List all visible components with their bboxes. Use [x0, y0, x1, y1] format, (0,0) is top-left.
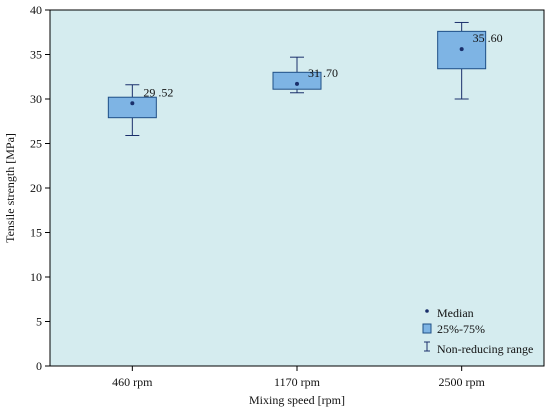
legend-item-iqr: 25%-75% [422, 322, 485, 336]
y-tick-label: 35 [30, 48, 42, 62]
x-tick-label: 1170 rpm [274, 375, 321, 389]
y-tick-label: 0 [36, 359, 42, 373]
y-tick-label: 25 [30, 137, 42, 151]
y-tick-label: 20 [30, 181, 42, 195]
iqr-box [107, 96, 157, 119]
legend-item-median: Median [425, 306, 474, 320]
legend: Median 25%-75% Non-reducing range [422, 306, 533, 356]
x-tick-label: 460 rpm [112, 375, 153, 389]
median-dot [130, 101, 135, 106]
box-group: 35 .60 [437, 21, 503, 100]
legend-range-label: Non-reducing range [437, 342, 533, 356]
y-axis-ticks: 0 5 10 15 20 25 30 35 40 [30, 3, 50, 373]
median-label: 29 .52 [143, 85, 173, 99]
legend-median-swatch [425, 309, 429, 313]
y-tick-label: 10 [30, 270, 42, 284]
legend-median-label: Median [437, 306, 474, 320]
y-axis-label: Tensile strength [MPa] [3, 133, 17, 243]
box-series: 29 .52 31 .70 35 .60 [107, 21, 503, 136]
legend-item-range: Non-reducing range [424, 341, 533, 356]
box-group: 31 .70 [272, 56, 338, 94]
median-label: 31 .70 [308, 66, 338, 80]
x-axis-label: Mixing speed [rpm] [249, 393, 345, 407]
x-axis-ticks: 460 rpm 1170 rpm 2500 rpm [112, 366, 485, 389]
median-label: 35 .60 [473, 31, 503, 45]
legend-box-swatch [422, 323, 432, 334]
y-tick-label: 40 [30, 3, 42, 17]
y-tick-label: 30 [30, 92, 42, 106]
legend-box-label: 25%-75% [437, 322, 485, 336]
iqr-box [272, 71, 322, 90]
y-tick-label: 5 [36, 315, 42, 329]
y-tick-label: 15 [30, 226, 42, 240]
median-dot [459, 47, 464, 52]
box-group: 29 .52 [107, 84, 173, 136]
x-tick-label: 2500 rpm [438, 375, 485, 389]
median-dot [295, 81, 299, 86]
